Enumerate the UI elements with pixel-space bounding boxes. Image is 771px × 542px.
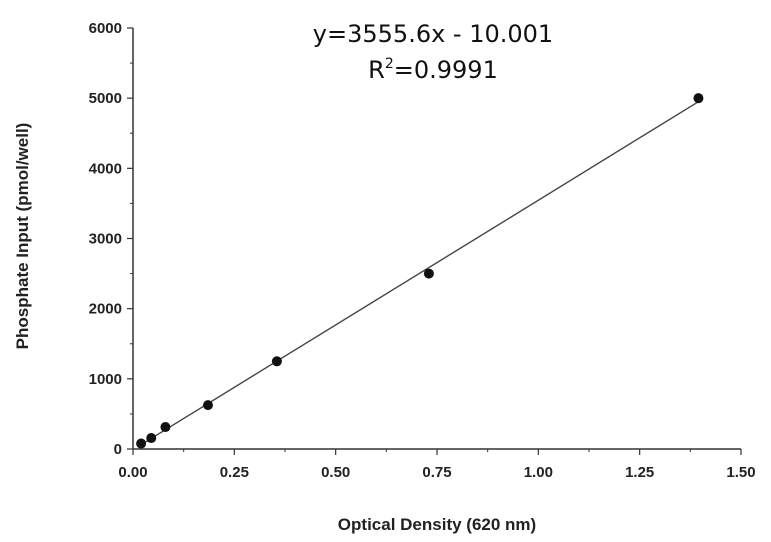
data-point [271,356,282,367]
data-point [202,400,213,411]
x-tick-label: 1.25 [625,464,654,481]
r-squared-prefix: R [368,56,385,84]
regression-line [140,101,699,446]
data-point [146,433,157,444]
regression-equation: y=3555.6x - 10.001 [313,20,553,48]
x-tick-label: 1.50 [726,464,755,481]
data-point [136,438,147,449]
y-tick-label: 2000 [89,301,122,318]
x-tick-label: 1.00 [524,464,553,481]
r-squared-value: =0.9991 [394,56,498,84]
data-point [160,422,171,433]
r-squared-label: R2=0.9991 [368,56,498,84]
r-squared-superscript: 2 [385,56,394,72]
axes: 0 1000 2000 3000 4000 5000 6000 0.00 0.25 0.50 0.7… [89,20,756,481]
x-tick-label: 0.25 [220,464,249,481]
y-axis-title: Phosphate Input (pmol/well) [13,123,32,350]
y-tick-label: 4000 [89,160,122,177]
y-tick-label: 6000 [89,20,122,37]
data-point [423,268,434,279]
x-tick-label: 0.75 [422,464,451,481]
x-axis-title: Optical Density (620 nm) [338,515,536,534]
data-point [693,93,704,104]
x-tick-label: 0.50 [321,464,350,481]
y-tick-label: 3000 [89,231,122,248]
y-tick-label: 1000 [89,371,122,388]
data-marks [136,93,704,449]
y-tick-label: 0 [114,441,122,458]
y-tick-label: 5000 [89,90,122,107]
x-tick-label: 0.00 [118,464,147,481]
